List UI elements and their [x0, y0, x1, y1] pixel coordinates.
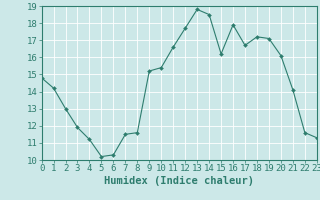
X-axis label: Humidex (Indice chaleur): Humidex (Indice chaleur) — [104, 176, 254, 186]
